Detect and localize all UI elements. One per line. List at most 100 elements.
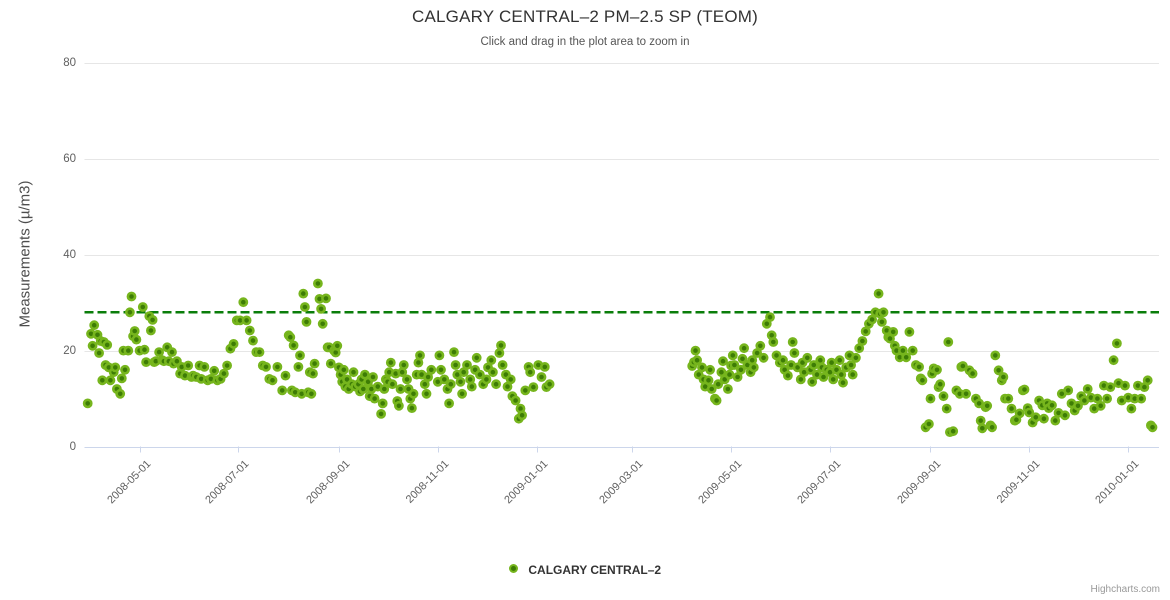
scatter-point[interactable]	[851, 352, 861, 363]
scatter-point[interactable]	[888, 326, 899, 337]
scatter-point[interactable]	[739, 343, 749, 354]
scatter-point[interactable]	[690, 345, 701, 356]
legend-item-calgary-central-2[interactable]: CALGARY CENTRAL–2	[508, 561, 661, 578]
scatter-point[interactable]	[285, 332, 296, 343]
scatter-point[interactable]	[167, 347, 177, 357]
scatter-point[interactable]	[131, 334, 142, 345]
scatter-point[interactable]	[1120, 380, 1130, 391]
scatter-point[interactable]	[248, 335, 258, 346]
scatter-point[interactable]	[768, 337, 779, 347]
scatter-point[interactable]	[808, 360, 819, 370]
scatter-point[interactable]	[105, 375, 116, 386]
scatter-point[interactable]	[244, 325, 255, 336]
scatter-point[interactable]	[878, 307, 889, 318]
scatter-point[interactable]	[706, 384, 717, 394]
scatter-point[interactable]	[139, 344, 150, 355]
scatter-point[interactable]	[402, 374, 412, 385]
scatter-point[interactable]	[941, 403, 952, 414]
scatter-point[interactable]	[228, 338, 239, 349]
scatter-point[interactable]	[497, 360, 508, 370]
scatter-point[interactable]	[439, 374, 450, 385]
scatter-point[interactable]	[1136, 393, 1147, 404]
scatter-point[interactable]	[141, 357, 151, 367]
scatter-point[interactable]	[787, 337, 798, 347]
scatter-point[interactable]	[857, 336, 868, 346]
scatter-point[interactable]	[94, 348, 104, 358]
scatter-point[interactable]	[299, 302, 310, 312]
scatter-point[interactable]	[358, 384, 369, 394]
scatter-point[interactable]	[736, 364, 746, 375]
scatter-point[interactable]	[826, 357, 837, 368]
scatter-point[interactable]	[1047, 400, 1057, 411]
scatter-point[interactable]	[1108, 355, 1119, 366]
scatter-point[interactable]	[713, 379, 724, 390]
scatter-point[interactable]	[116, 373, 127, 384]
scatter-point[interactable]	[222, 360, 232, 371]
scatter-point[interactable]	[990, 350, 1001, 361]
scatter-point[interactable]	[444, 398, 454, 409]
scatter-point[interactable]	[697, 362, 707, 373]
plot-area[interactable]	[85, 63, 1160, 447]
scatter-point[interactable]	[1030, 412, 1041, 423]
scatter-point[interactable]	[1019, 384, 1030, 395]
scatter-point[interactable]	[998, 372, 1009, 382]
scatter-point[interactable]	[436, 364, 446, 375]
scatter-point[interactable]	[914, 361, 924, 372]
scatter-point[interactable]	[487, 367, 498, 378]
scatter-point[interactable]	[126, 291, 137, 302]
scatter-point[interactable]	[494, 348, 505, 358]
scatter-point[interactable]	[993, 365, 1004, 376]
scatter-point[interactable]	[846, 360, 856, 370]
scatter-point[interactable]	[510, 395, 521, 406]
scatter-point[interactable]	[145, 325, 156, 336]
scatter-point[interactable]	[723, 384, 733, 394]
scatter-point[interactable]	[115, 388, 126, 399]
scatter-point[interactable]	[705, 364, 715, 375]
scatter-point[interactable]	[1102, 393, 1112, 404]
scatter-point[interactable]	[450, 360, 461, 370]
scatter-point[interactable]	[254, 347, 265, 357]
scatter-point[interactable]	[218, 368, 229, 379]
scatter-point[interactable]	[987, 422, 997, 433]
scatter-point[interactable]	[977, 423, 988, 434]
scatter-point[interactable]	[82, 398, 93, 409]
scatter-point[interactable]	[110, 362, 121, 373]
scatter-point[interactable]	[298, 288, 309, 299]
scatter-point[interactable]	[1050, 415, 1061, 426]
scatter-point[interactable]	[376, 408, 386, 419]
scatter-point[interactable]	[948, 426, 959, 437]
scatter-point[interactable]	[1147, 422, 1158, 433]
scatter-point[interactable]	[789, 348, 800, 358]
scatter-point[interactable]	[457, 388, 467, 399]
scatter-point[interactable]	[325, 358, 336, 369]
scatter-point[interactable]	[758, 352, 769, 363]
scatter-point[interactable]	[377, 398, 388, 409]
scatter-point[interactable]	[406, 403, 417, 413]
scatter-point[interactable]	[847, 369, 858, 380]
scatter-point[interactable]	[491, 379, 501, 390]
scatter-point[interactable]	[1095, 400, 1106, 411]
scatter-point[interactable]	[961, 388, 971, 399]
scatter-point[interactable]	[171, 356, 182, 367]
scatter-point[interactable]	[938, 391, 949, 402]
scatter-point[interactable]	[828, 374, 839, 385]
scatter-point[interactable]	[280, 370, 291, 381]
scatter-point[interactable]	[525, 367, 536, 378]
scatter-point[interactable]	[711, 395, 722, 406]
scatter-point[interactable]	[434, 350, 445, 361]
scatter-point[interactable]	[1063, 385, 1074, 396]
scatter-point[interactable]	[904, 326, 915, 337]
scatter-point[interactable]	[703, 375, 714, 386]
scatter-point[interactable]	[877, 316, 887, 327]
scatter-point[interactable]	[332, 340, 343, 351]
scatter-point[interactable]	[778, 355, 788, 366]
scatter-point[interactable]	[471, 352, 482, 363]
scatter-point[interactable]	[1073, 400, 1083, 411]
scatter-point[interactable]	[295, 350, 305, 361]
scatter-point[interactable]	[505, 374, 516, 385]
scatter-point[interactable]	[975, 415, 986, 426]
scatter-point[interactable]	[129, 326, 140, 336]
scatter-point[interactable]	[528, 382, 539, 392]
scatter-point[interactable]	[398, 360, 409, 370]
scatter-point[interactable]	[834, 355, 845, 366]
